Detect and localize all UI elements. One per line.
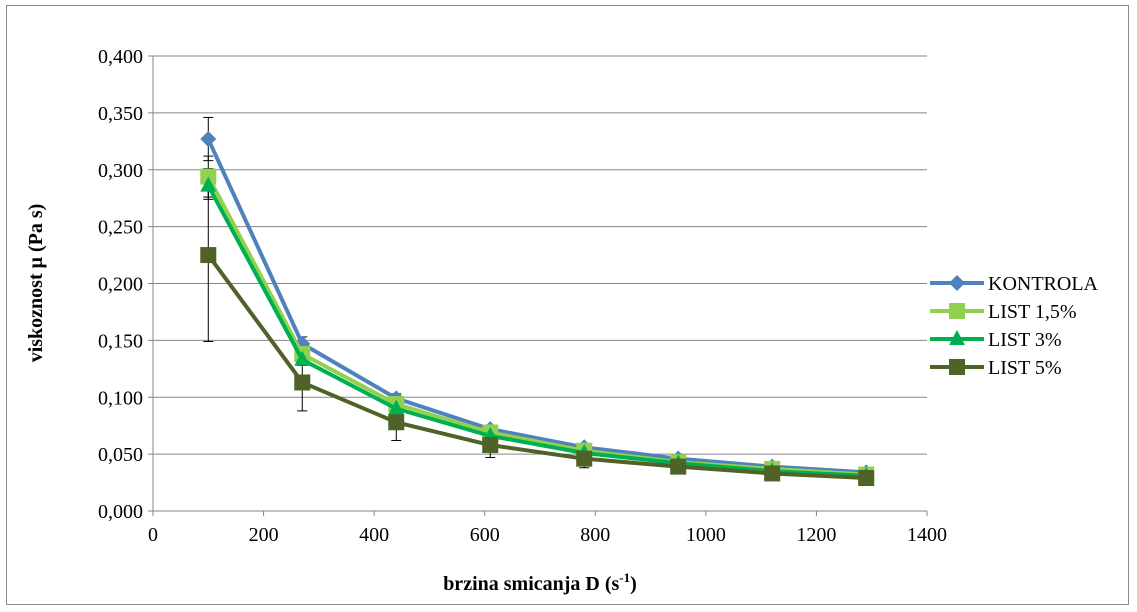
series-line [206, 138, 867, 475]
x-tick-label: 1000 [686, 524, 726, 546]
y-tick-label: 0,400 [98, 46, 143, 68]
data-point [200, 176, 217, 192]
gridlines [148, 55, 928, 516]
legend-swatch-marker [949, 303, 965, 319]
x-tick-labels: 0 200 400 600 800 1000 1200 1400 [148, 524, 947, 546]
y-tick-label: 0,000 [98, 501, 143, 523]
y-tick-label: 0,200 [98, 274, 143, 296]
y-tick-label: 0,050 [98, 444, 143, 466]
axes [152, 56, 927, 512]
y-axis-title: viskoznost μ (Pa s) [25, 204, 47, 363]
x-tick-label: 200 [249, 524, 279, 546]
legend-swatch-marker [949, 330, 965, 345]
series-line [206, 253, 867, 481]
legend-label: KONTROLA [988, 273, 1099, 295]
data-point [388, 414, 405, 431]
data-point [294, 350, 311, 366]
series-line [206, 184, 867, 478]
data-point [200, 168, 217, 185]
y-tick-label: 0,300 [98, 160, 143, 182]
legend-swatch-marker [949, 275, 965, 291]
data-point [200, 247, 217, 264]
x-tick-label: 1200 [796, 524, 836, 546]
error-bars [203, 116, 872, 482]
y-tick-label: 0,250 [98, 217, 143, 239]
y-tick-labels: 0,000 0,050 0,100 0,150 0,200 0,250 0,300 0,350… [98, 46, 143, 523]
y-tick-label: 0,100 [98, 387, 143, 409]
x-tick-label: 800 [580, 524, 610, 546]
series-line [206, 175, 867, 477]
legend-label: LIST 5% [988, 357, 1062, 379]
legend: KONTROLA LIST 1,5% LIST 3% LIST 5% [930, 273, 1099, 379]
data-point [764, 465, 781, 482]
data-point [576, 450, 593, 467]
x-axis-title: brzina smicanja D (s-1) [443, 570, 637, 595]
y-tick-label: 0,150 [98, 330, 143, 352]
legend-label: LIST 1,5% [988, 301, 1077, 323]
series-group [200, 131, 875, 487]
data-point [670, 458, 687, 475]
data-point [200, 131, 217, 148]
legend-swatch-marker [949, 359, 965, 375]
data-point [388, 399, 405, 415]
chart-frame [6, 5, 1129, 605]
x-tick-label: 600 [470, 524, 500, 546]
legend-label: LIST 3% [988, 329, 1062, 351]
data-point [482, 437, 499, 454]
data-point [858, 470, 875, 487]
data-point [294, 374, 311, 391]
x-tick-label: 1400 [907, 524, 947, 546]
x-tick-label: 400 [359, 524, 389, 546]
y-tick-label: 0,350 [98, 103, 143, 125]
x-tick-label: 0 [148, 524, 158, 546]
